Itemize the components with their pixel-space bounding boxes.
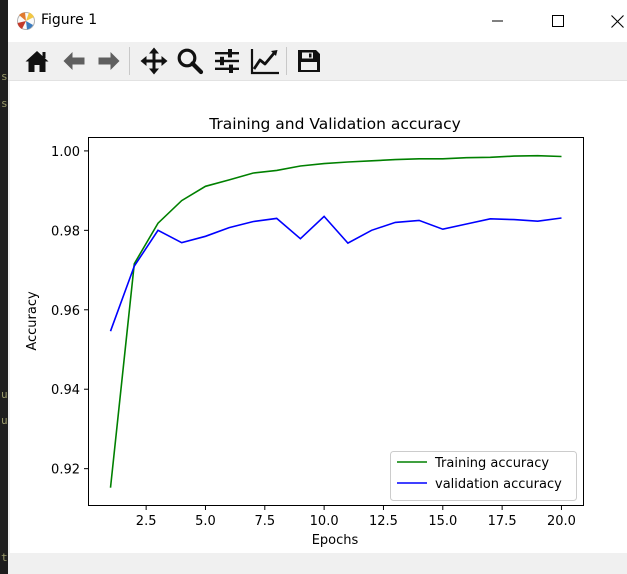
editor-glyph: s [1, 70, 8, 83]
home-icon [25, 51, 49, 72]
series-line-validation [109, 215, 562, 332]
forward-arrow-icon [98, 52, 120, 70]
editor-glyph: u [1, 414, 8, 427]
toolbar-separator [129, 47, 130, 75]
legend-label-validation: validation accuracy [435, 477, 562, 492]
status-bar [8, 556, 627, 574]
x-tick-label: 10.0 [310, 514, 339, 529]
x-tick-label: 2.5 [136, 514, 157, 529]
minimize-button[interactable] [475, 0, 521, 42]
back-button[interactable] [58, 45, 90, 77]
zoom-button[interactable] [174, 45, 206, 77]
pan-icon [140, 47, 168, 75]
toolbar-separator [286, 47, 287, 75]
axes-frame [88, 137, 584, 506]
edit-axis-icon [250, 49, 279, 75]
save-icon [298, 50, 320, 72]
y-axis-label: Accuracy [25, 291, 40, 351]
window-title: Figure 1 [41, 12, 98, 28]
title-bar[interactable]: Figure 1 [8, 0, 627, 42]
x-tick-label: 15.0 [428, 514, 457, 529]
x-tick-label: 12.5 [369, 514, 398, 529]
x-axis-label: Epochs [312, 533, 359, 548]
x-tick-label: 20.0 [547, 514, 576, 529]
subplots-config-icon [215, 49, 239, 73]
y-tick-label: 0.94 [51, 383, 80, 398]
editor-glyph: t [1, 551, 8, 564]
y-tick-label: 0.92 [51, 463, 80, 478]
legend-box [390, 451, 577, 501]
figure-window: Figure 1 [8, 0, 627, 574]
series-line-training [109, 154, 562, 488]
edit-axis-button[interactable] [249, 45, 281, 77]
plot-area: 2.5 5.0 7.5 10.0 12.5 15.0 17.5 20.0 0.92 0.94 0.… [25, 115, 584, 548]
maximize-button[interactable] [535, 0, 581, 42]
navigation-toolbar [8, 42, 627, 81]
chart-title: Training and Validation accuracy [208, 115, 461, 133]
matplotlib-logo-icon [17, 12, 35, 30]
zoom-icon [177, 48, 204, 75]
figure-canvas[interactable]: 2.5 5.0 7.5 10.0 12.5 15.0 17.5 20.0 0.92 0.94 0.… [10, 81, 627, 553]
x-tick-label: 7.5 [254, 514, 275, 529]
maximize-icon [552, 15, 564, 27]
y-tick-label: 1.00 [51, 145, 80, 160]
forward-button[interactable] [93, 45, 125, 77]
x-tick-label: 17.5 [488, 514, 517, 529]
pan-button[interactable] [138, 45, 170, 77]
save-button[interactable] [293, 45, 325, 77]
minimize-icon [492, 20, 503, 22]
configure-subplots-button[interactable] [211, 45, 243, 77]
back-arrow-icon [63, 52, 85, 70]
close-icon [610, 14, 624, 28]
x-tick-label: 5.0 [195, 514, 216, 529]
editor-glyph: s [1, 97, 8, 110]
y-tick-label: 0.98 [51, 224, 80, 239]
y-tick-label: 0.96 [51, 304, 80, 319]
background-editor-strip: s s u u t [0, 0, 8, 574]
legend-label-training: Training accuracy [434, 456, 549, 471]
close-button[interactable] [594, 0, 627, 42]
home-button[interactable] [21, 45, 53, 77]
legend: Training accuracy validation accuracy [390, 451, 577, 501]
editor-glyph: u [1, 388, 8, 401]
